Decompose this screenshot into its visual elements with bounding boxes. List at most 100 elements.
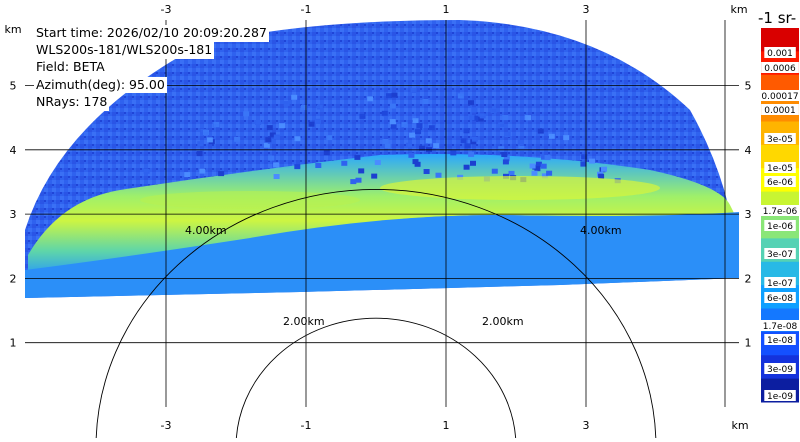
texture-cell [470, 139, 477, 145]
colorbar-label: 1e-08 [767, 336, 793, 346]
axis-unit-label: km [731, 419, 748, 432]
y-tick-label-left: 3 [10, 208, 17, 221]
texture-cell [433, 143, 440, 149]
texture-cell [414, 161, 421, 167]
colorbar-label-bg [764, 363, 796, 374]
colorbar-label: 0.00017 [761, 92, 798, 102]
axis-unit-label: km [4, 23, 21, 36]
colorbar-label: 1e-06 [767, 222, 793, 232]
colorbar-label-bg [764, 47, 796, 58]
texture-cell [548, 133, 555, 139]
x-tick-label-bottom: 1 [443, 419, 450, 432]
texture-cell [323, 150, 330, 156]
texture-cell [203, 130, 209, 135]
texture-cell [213, 122, 220, 127]
y-tick-label-right: 3 [745, 208, 752, 221]
texture-cell [269, 132, 276, 138]
x-tick-label-top: 1 [443, 3, 450, 16]
texture-cell [544, 155, 551, 161]
colorbar-label: 3e-07 [767, 250, 793, 260]
texture-cell [384, 143, 391, 149]
range-ring-label: 2.00km [283, 315, 325, 328]
texture-cell [534, 166, 541, 172]
texture-cell [273, 162, 280, 168]
colorbar-label: 0.0006 [764, 64, 796, 74]
y-tick-label-left: 1 [10, 337, 17, 350]
colorbar-label: 3e-05 [767, 135, 793, 145]
texture-cell [460, 138, 467, 144]
colorbar-label-bg [764, 133, 796, 144]
band-core [380, 176, 660, 200]
texture-cell [266, 125, 273, 131]
colorbar-label: 6e-08 [767, 294, 793, 304]
colorbar-label-bg [764, 292, 796, 303]
nrays-label: NRays: 178 [34, 93, 110, 111]
texture-cell [341, 160, 348, 166]
y-tick-label-right: 4 [745, 144, 752, 157]
colorbar-label-bg [761, 62, 799, 73]
colorbar-label: 1.7e-08 [763, 322, 798, 332]
start-time-label: Start time: 2026/02/10 20:09:20.287 [34, 25, 269, 42]
colorbar-segment [761, 28, 799, 52]
texture-cell [294, 136, 301, 142]
texture-cell [326, 135, 333, 141]
range-rings: 2.00km 2.00km 4.00km 4.00km [95, 188, 657, 442]
colorbar-label-bg [764, 248, 796, 259]
azimuth-label: Azimuth(deg): 95.00 [34, 76, 167, 94]
texture-cell [501, 152, 508, 157]
texture-cell [406, 142, 412, 148]
texture-cell [294, 164, 301, 170]
texture-cell [197, 141, 204, 147]
x-tick-label-bottom: -3 [161, 419, 172, 432]
texture-cell [502, 115, 509, 121]
texture-cell [502, 159, 509, 165]
texture-cell [589, 158, 595, 164]
texture-cell [490, 108, 497, 114]
range-ring-label: 2.00km [482, 315, 524, 328]
texture-cell [531, 170, 538, 176]
texture-cell [581, 154, 588, 160]
texture-cell [273, 134, 280, 140]
axes: -3 -3 -1 -1 1 1 3 3 1 1 2 2 3 3 4 4 5 5 km km km [4, 3, 751, 432]
texture-cell [508, 170, 515, 176]
texture-cell [463, 164, 470, 170]
texture-cell [308, 121, 315, 127]
texture-cells [143, 88, 621, 185]
texture-cell [541, 154, 547, 160]
texture-cell [468, 151, 475, 157]
texture-cell [580, 161, 587, 167]
texture-cell [408, 152, 415, 158]
texture-cell [273, 174, 280, 179]
colorbar-label-bg [758, 320, 800, 331]
info-box: Start time: 2026/02/10 20:09:20.287 WLS2… [34, 25, 269, 111]
texture-cell [525, 115, 532, 121]
texture-cell [291, 94, 298, 100]
y-tick-label-right: 5 [745, 80, 752, 93]
texture-cell [463, 128, 470, 134]
texture-cell [498, 122, 505, 128]
texture-cell [425, 138, 432, 144]
colorbar-label-bg [764, 334, 796, 345]
colorbar-label-bg [758, 90, 800, 101]
grid [25, 20, 739, 407]
colorbar-title: -1 sr- [758, 9, 796, 27]
texture-cell [540, 163, 547, 169]
texture-cell [234, 136, 241, 142]
texture-cell [386, 93, 392, 99]
texture-cell [423, 169, 430, 174]
texture-cell [316, 104, 323, 110]
texture-cell [389, 119, 396, 124]
texture-cell [546, 170, 553, 176]
y-tick-label-left: 4 [10, 144, 17, 157]
y-tick-label-right: 2 [745, 272, 752, 285]
colorbar-label-bg [764, 176, 796, 187]
texture-cell [279, 123, 285, 129]
colorbar-label-bg [764, 277, 796, 288]
colorbar-label-bg [761, 104, 799, 115]
texture-cell [283, 101, 290, 106]
texture-cell [518, 145, 525, 151]
texture-cell [419, 145, 425, 151]
range-ring-label: 4.00km [580, 224, 622, 237]
texture-cell [503, 156, 510, 162]
